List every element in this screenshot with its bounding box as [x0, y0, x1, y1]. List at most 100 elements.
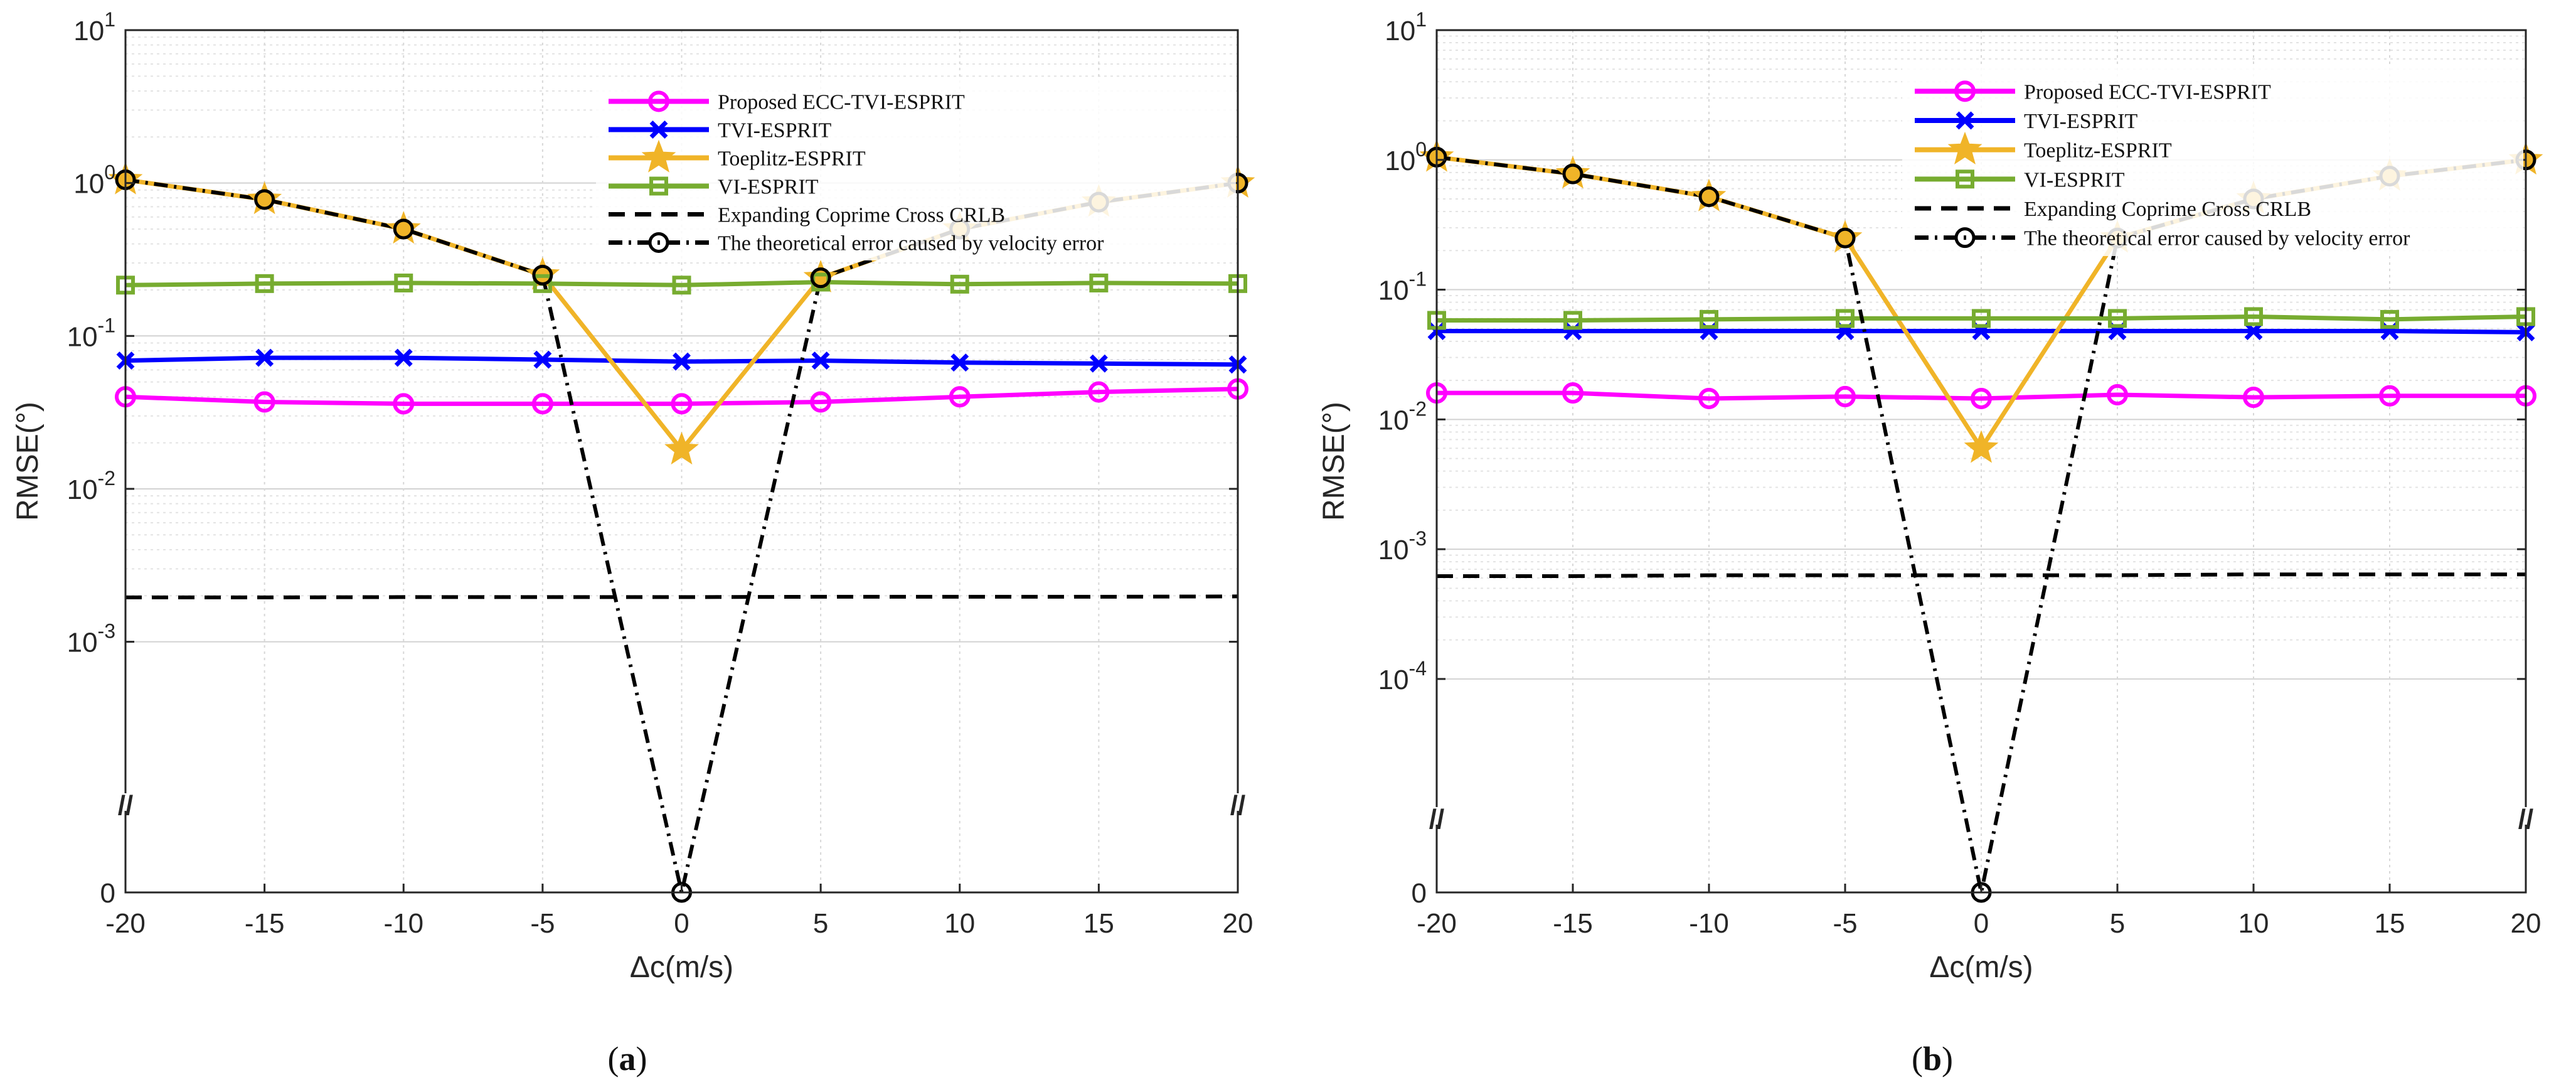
x-tick-label: 5	[2110, 908, 2125, 939]
x-tick-label: -10	[1689, 908, 1729, 939]
x-tick-label: 15	[1083, 908, 1114, 939]
data-point-0	[2243, 387, 2264, 409]
panel-label-open: (	[608, 1040, 619, 1078]
data-point-1	[394, 348, 413, 367]
legend-label-2: Toeplitz-ESPRIT	[718, 147, 866, 171]
legend: Proposed ECC-TVI-ESPRIT TVI-ESPRIT Toeplit…	[1902, 68, 2523, 256]
data-point-3	[1972, 309, 1991, 328]
x-tick-label: -10	[383, 908, 423, 939]
data-point-1	[950, 353, 969, 372]
data-point-3	[2244, 307, 2263, 326]
y-tick-exponent: -1	[98, 314, 115, 336]
series-line-3	[1437, 314, 2526, 323]
y-tick-exponent: 1	[104, 8, 115, 31]
legend-label-0: Proposed ECC-TVI-ESPRIT	[718, 91, 965, 114]
y-tick-exponent: -3	[98, 620, 115, 643]
series-line-5	[1436, 155, 2526, 894]
data-point-2	[1828, 220, 1863, 253]
data-point-2	[1555, 156, 1590, 189]
legend-box	[1902, 68, 2523, 256]
data-point-1-stroke	[673, 352, 691, 371]
data-point-1	[673, 352, 691, 371]
x-tick-label: 20	[1223, 908, 1253, 939]
y-tick-base: 10	[1385, 16, 1415, 46]
panel-label-close: )	[636, 1040, 647, 1078]
legend-marker-1	[649, 120, 668, 139]
data-point-3	[255, 274, 274, 293]
x-tick-label: 20	[2511, 908, 2541, 939]
legend-marker-1	[1956, 111, 1974, 130]
data-point-3	[394, 273, 413, 292]
data-point-1-stroke	[950, 353, 969, 372]
data-point-3	[672, 276, 691, 295]
data-point-0	[949, 386, 971, 408]
y-tick-label: 0	[1412, 878, 1427, 909]
data-point-3	[1089, 273, 1109, 292]
axis-break-mark: //	[1230, 790, 1245, 821]
data-point-2	[247, 181, 282, 215]
y-tick-label: 10-3	[1378, 527, 1427, 565]
x-tick-label: -5	[1833, 908, 1857, 939]
x-tick-label: -20	[1417, 908, 1457, 939]
y-tick-exponent: -3	[1409, 527, 1427, 550]
data-point-1-stroke	[1089, 354, 1108, 373]
y-tick-base: 10	[1378, 665, 1409, 695]
axis-break-mark: //	[118, 790, 133, 821]
x-tick-label: 10	[944, 908, 975, 939]
y-tick-base: 10	[1378, 535, 1409, 565]
data-point-5	[532, 264, 553, 286]
data-point-5	[254, 189, 275, 210]
data-point-1	[533, 350, 552, 369]
series-line-4	[1437, 572, 2526, 578]
x-tick-label: -5	[530, 908, 555, 939]
data-point-0	[1834, 385, 1856, 407]
y-tick-exponent: 0	[1415, 138, 1427, 161]
legend: Proposed ECC-TVI-ESPRIT TVI-ESPRIT Toeplit…	[596, 78, 1236, 260]
data-point-1	[1563, 321, 1582, 340]
legend-marker-2	[641, 139, 676, 173]
y-tick-label: 10-1	[1378, 268, 1427, 306]
data-point-3	[950, 274, 969, 294]
data-point-0	[1971, 387, 1992, 409]
data-point-5	[1698, 186, 1720, 207]
data-point-0	[671, 393, 693, 415]
y-tick-label: 101	[1385, 8, 1427, 46]
y-tick-exponent: -2	[98, 467, 115, 490]
legend-marker-0	[1954, 80, 1976, 102]
x-tick-label: 10	[2238, 908, 2269, 939]
y-axis-label: RMSE(°)	[11, 402, 45, 521]
data-point-0	[393, 393, 415, 415]
data-point-0	[1088, 381, 1110, 403]
legend-label-4: Expanding Coprime Cross CRLB	[2024, 198, 2311, 221]
legend-marker-3	[649, 176, 668, 196]
data-point-1	[811, 351, 830, 370]
series-line-0	[125, 387, 1238, 406]
data-point-5	[1834, 227, 1856, 249]
x-tick-label: -15	[1553, 908, 1593, 939]
y-tick-exponent: -2	[1409, 397, 1427, 420]
data-point-0	[2107, 383, 2128, 405]
y-tick-exponent: 0	[104, 161, 115, 184]
data-point-3	[1563, 311, 1582, 330]
axis-break-gap	[1432, 807, 1442, 825]
panel-label-close: )	[1942, 1040, 1953, 1078]
y-axis-label: RMSE(°)	[1317, 402, 1351, 521]
data-point-2	[525, 257, 560, 290]
data-point-0	[810, 391, 832, 413]
legend-marker-2	[1947, 131, 1983, 164]
y-tick-exponent: -1	[1409, 268, 1427, 291]
x-tick-label: 15	[2375, 908, 2405, 939]
panel-label: (a)	[608, 1040, 647, 1078]
y-tick-label: 100	[1385, 138, 1427, 176]
data-point-1	[255, 348, 274, 367]
y-tick-label: 10-2	[1378, 397, 1427, 436]
legend-marker-5	[648, 232, 669, 253]
panel-label-letter: a	[619, 1040, 636, 1078]
axis-break-mark: //	[2518, 804, 2533, 835]
data-point-1-stroke	[811, 351, 830, 370]
data-point-1-stroke	[394, 348, 413, 367]
y-tick-label: 10-3	[67, 620, 115, 658]
axis-break-mark: //	[1429, 804, 1444, 835]
